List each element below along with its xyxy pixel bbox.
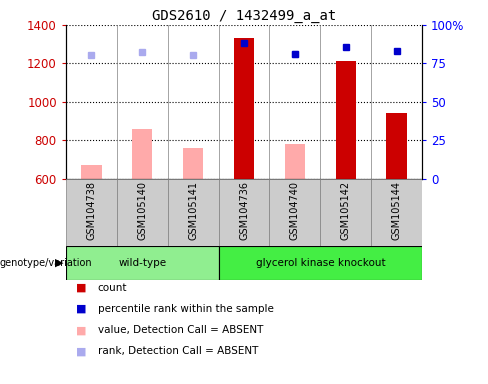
Bar <box>386 113 407 179</box>
Text: percentile rank within the sample: percentile rank within the sample <box>98 304 273 314</box>
Text: ■: ■ <box>76 283 86 293</box>
Text: glycerol kinase knockout: glycerol kinase knockout <box>256 258 385 268</box>
Bar <box>66 246 219 280</box>
Bar <box>219 246 422 280</box>
Text: value, Detection Call = ABSENT: value, Detection Call = ABSENT <box>98 325 263 335</box>
Bar <box>371 179 422 246</box>
Text: rank, Detection Call = ABSENT: rank, Detection Call = ABSENT <box>98 346 258 356</box>
Text: ■: ■ <box>76 346 86 356</box>
Bar <box>168 179 219 246</box>
Text: GSM105141: GSM105141 <box>188 181 198 240</box>
Bar <box>66 179 117 246</box>
Bar <box>219 179 269 246</box>
Bar <box>81 165 102 179</box>
Bar <box>183 148 203 179</box>
Text: ■: ■ <box>76 304 86 314</box>
Text: GSM105144: GSM105144 <box>392 181 402 240</box>
Text: ■: ■ <box>76 325 86 335</box>
Bar <box>320 179 371 246</box>
Bar <box>269 179 320 246</box>
Title: GDS2610 / 1432499_a_at: GDS2610 / 1432499_a_at <box>152 8 336 23</box>
Bar <box>132 129 152 179</box>
Bar <box>234 38 254 179</box>
Bar <box>117 179 168 246</box>
Text: genotype/variation: genotype/variation <box>0 258 93 268</box>
Text: wild-type: wild-type <box>118 258 166 268</box>
Text: GSM104736: GSM104736 <box>239 181 249 240</box>
Bar <box>336 61 356 179</box>
Text: GSM104738: GSM104738 <box>86 181 96 240</box>
Text: count: count <box>98 283 127 293</box>
Text: ▶: ▶ <box>55 258 63 268</box>
Text: GSM105140: GSM105140 <box>137 181 147 240</box>
Text: GSM105142: GSM105142 <box>341 181 351 240</box>
Bar <box>285 144 305 179</box>
Text: GSM104740: GSM104740 <box>290 181 300 240</box>
